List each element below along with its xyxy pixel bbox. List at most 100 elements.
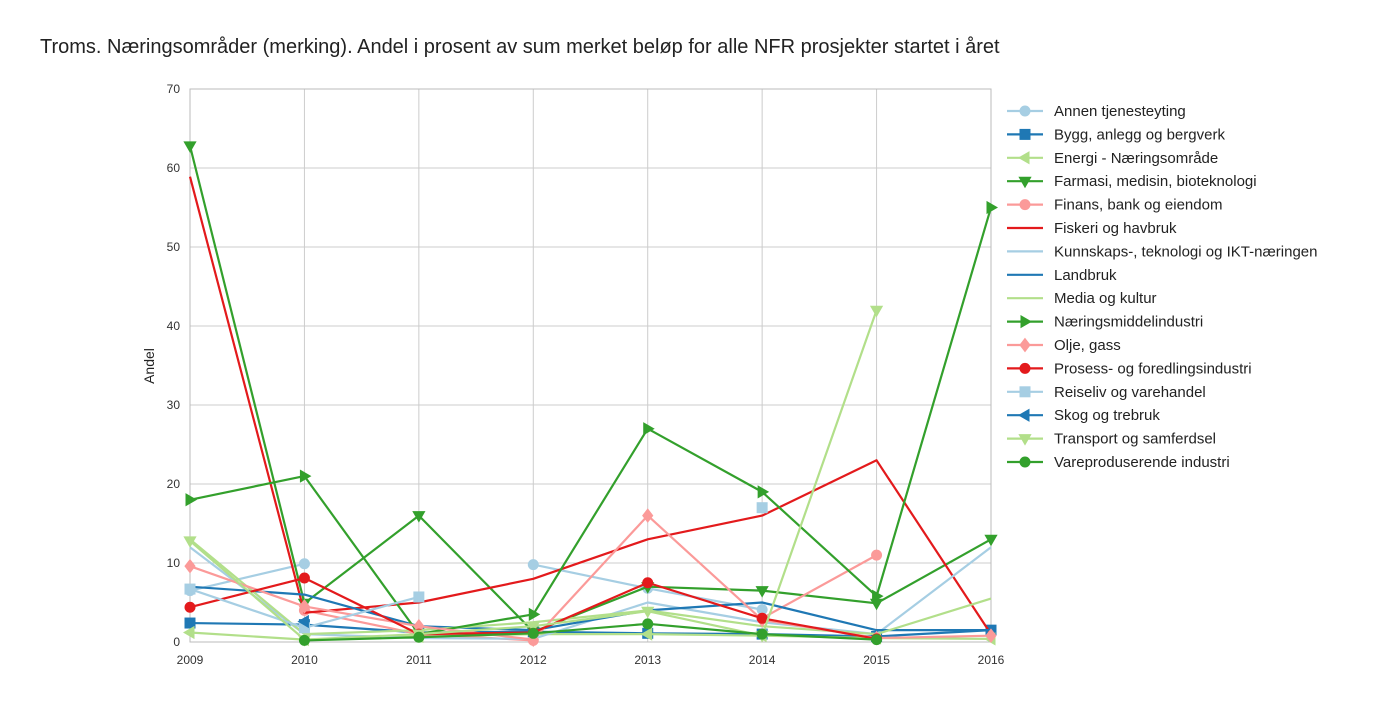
legend-label: Reiseliv og varehandel bbox=[1054, 384, 1206, 401]
plot-border bbox=[189, 88, 992, 643]
x-tick-label: 2012 bbox=[520, 653, 547, 667]
data-point bbox=[984, 534, 998, 547]
data-point bbox=[413, 631, 425, 643]
series-line bbox=[304, 622, 877, 642]
legend-marker bbox=[1019, 105, 1031, 117]
data-point bbox=[640, 627, 653, 641]
legend-item: Fiskeri og havbruk bbox=[1007, 220, 1177, 237]
series-line bbox=[189, 207, 993, 636]
data-point bbox=[642, 508, 654, 523]
legend-item: Reiseliv og varehandel bbox=[1007, 384, 1206, 401]
data-point bbox=[298, 599, 311, 614]
legend-label: Energi - Næringsområde bbox=[1054, 150, 1218, 167]
data-point bbox=[297, 614, 309, 629]
data-point bbox=[184, 617, 196, 629]
data-point bbox=[298, 572, 310, 584]
legend-marker bbox=[1019, 456, 1031, 468]
legend-label: Prosess- og foredlingsindustri bbox=[1054, 360, 1252, 377]
y-tick-label: 40 bbox=[167, 319, 181, 333]
data-point bbox=[298, 558, 310, 570]
legend-item: Finans, bank og eiendom bbox=[1007, 197, 1222, 214]
series-line bbox=[189, 585, 991, 632]
legend-label: Fiskeri og havbruk bbox=[1054, 220, 1177, 237]
data-point bbox=[184, 601, 196, 613]
series-lines bbox=[182, 141, 999, 647]
data-point bbox=[756, 628, 768, 640]
legend-label: Finans, bank og eiendom bbox=[1054, 197, 1222, 214]
y-tick-label: 50 bbox=[167, 240, 181, 254]
x-tick-label: 2009 bbox=[177, 653, 204, 667]
legend-item: Energi - Næringsområde bbox=[1007, 150, 1218, 167]
data-point bbox=[642, 577, 654, 589]
data-point bbox=[528, 607, 541, 621]
legend-marker bbox=[1017, 408, 1030, 422]
y-tick-label: 10 bbox=[167, 556, 181, 570]
series-5 bbox=[188, 176, 992, 635]
data-point bbox=[184, 583, 196, 595]
legend-marker bbox=[1017, 151, 1030, 165]
data-point bbox=[643, 422, 655, 436]
legend-item: Annen tjenesteyting bbox=[1007, 103, 1186, 120]
series-line bbox=[188, 176, 992, 635]
data-point bbox=[299, 469, 312, 483]
data-point bbox=[756, 502, 768, 514]
plot-frame bbox=[189, 88, 992, 643]
data-point bbox=[871, 549, 883, 561]
legend-item: Kunnskaps-, teknologi og IKT-næringen bbox=[1007, 243, 1318, 260]
legend-marker bbox=[1019, 386, 1031, 398]
legend-item: Prosess- og foredlingsindustri bbox=[1007, 360, 1252, 377]
series-line bbox=[189, 538, 992, 636]
data-point bbox=[185, 493, 198, 507]
series-12 bbox=[184, 502, 768, 634]
data-point bbox=[755, 586, 769, 598]
legend-item: Farmasi, medisin, bioteknologi bbox=[1007, 173, 1257, 190]
series-13 bbox=[297, 614, 309, 629]
legend-item: Olje, gass bbox=[1007, 337, 1121, 354]
legend-item: Skog og trebruk bbox=[1007, 407, 1160, 424]
data-point bbox=[641, 606, 655, 619]
legend-label: Olje, gass bbox=[1054, 337, 1121, 354]
legend-marker bbox=[1018, 176, 1032, 189]
legend-item: Bygg, anlegg og bergverk bbox=[1007, 126, 1225, 143]
data-point bbox=[182, 625, 195, 640]
legend-label: Skog og trebruk bbox=[1054, 407, 1160, 424]
data-point bbox=[526, 621, 540, 634]
data-point bbox=[183, 141, 197, 153]
x-tick-label: 2016 bbox=[978, 653, 1005, 667]
data-point bbox=[871, 634, 883, 646]
legend-label: Annen tjenesteyting bbox=[1054, 103, 1186, 120]
legend-marker bbox=[1019, 362, 1031, 374]
data-point bbox=[985, 628, 997, 644]
y-tick-label: 30 bbox=[167, 398, 181, 412]
data-point bbox=[183, 536, 197, 548]
legend-marker bbox=[1019, 337, 1031, 353]
legend-item: Transport og samferdsel bbox=[1007, 431, 1216, 448]
series-15 bbox=[298, 618, 883, 646]
legend-item: Landbruk bbox=[1007, 267, 1117, 284]
legend-label: Transport og samferdsel bbox=[1054, 431, 1216, 448]
data-point bbox=[869, 305, 884, 318]
legend-item: Media og kultur bbox=[1007, 290, 1157, 307]
x-tick-label: 2011 bbox=[406, 653, 432, 667]
legend-marker bbox=[1019, 128, 1031, 140]
legend-label: Bygg, anlegg og bergverk bbox=[1054, 126, 1225, 143]
legend-marker bbox=[1019, 199, 1031, 211]
data-point bbox=[756, 612, 768, 624]
series-7 bbox=[189, 585, 991, 632]
data-point bbox=[642, 618, 654, 630]
data-point bbox=[184, 558, 196, 574]
legend-item: Vareproduserende industri bbox=[1007, 454, 1230, 471]
data-point bbox=[527, 627, 539, 639]
x-tick-label: 2010 bbox=[291, 653, 318, 667]
legend-label: Media og kultur bbox=[1054, 290, 1157, 307]
data-point bbox=[527, 559, 539, 571]
legend-label: Farmasi, medisin, bioteknologi bbox=[1054, 173, 1257, 190]
y-tick-label: 60 bbox=[167, 161, 181, 175]
x-tick-label: 2014 bbox=[749, 653, 776, 667]
x-tick-label: 2015 bbox=[863, 653, 890, 667]
y-tick-label: 0 bbox=[173, 635, 180, 649]
legend: Annen tjenesteyting Bygg, anlegg og bergv… bbox=[1007, 103, 1318, 471]
y-axis-label: Andel bbox=[141, 348, 157, 384]
series-line bbox=[189, 562, 305, 592]
tick-labels: 0 10 20 30 40 50 60 70 2009 2010 2011 2012 2013 2014 2… bbox=[167, 82, 1005, 667]
